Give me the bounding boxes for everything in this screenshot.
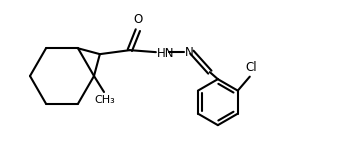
Text: Cl: Cl [245, 61, 257, 74]
Text: CH₃: CH₃ [95, 95, 115, 105]
Text: O: O [133, 13, 143, 26]
Text: N: N [185, 46, 194, 59]
Text: HN: HN [157, 47, 174, 60]
